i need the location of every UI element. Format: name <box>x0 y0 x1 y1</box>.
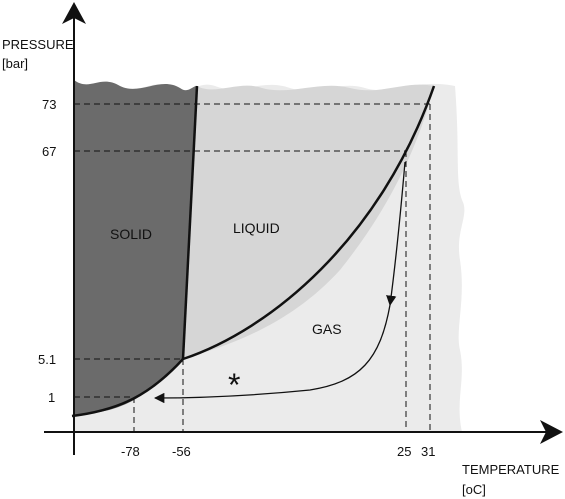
x-tick-label: 25 <box>397 444 411 459</box>
region-label-gas: GAS <box>312 321 342 337</box>
y-axis-title: PRESSURE <box>2 37 74 52</box>
x-tick-label: -56 <box>172 444 191 459</box>
y-tick-label: 5.1 <box>38 352 56 367</box>
y-tick-label: 73 <box>42 97 56 112</box>
vaporization-curve <box>182 85 436 361</box>
y-axis-unit: [bar] <box>2 56 28 71</box>
liquid-region <box>183 84 434 359</box>
region-label-solid: SOLID <box>110 226 152 242</box>
region-label-liquid: LIQUID <box>233 220 280 236</box>
y-tick-label: 67 <box>42 144 56 159</box>
process-path-arrow-down <box>386 161 406 307</box>
sublimation-curve <box>71 358 184 418</box>
melting-curve <box>181 85 199 360</box>
solid-region <box>74 80 197 416</box>
process-path-arrow-left <box>153 304 391 404</box>
asterisk-marker: * <box>228 367 240 403</box>
x-tick-label: -78 <box>121 444 140 459</box>
x-axis-title: TEMPERATURE <box>462 462 560 477</box>
y-tick-label: 1 <box>48 390 55 405</box>
x-axis-arrowhead <box>540 420 563 444</box>
y-axis-arrowhead <box>62 2 86 24</box>
reference-lines <box>74 103 431 432</box>
x-tick-label: 31 <box>421 444 435 459</box>
x-axis-unit: [oC] <box>462 482 486 497</box>
